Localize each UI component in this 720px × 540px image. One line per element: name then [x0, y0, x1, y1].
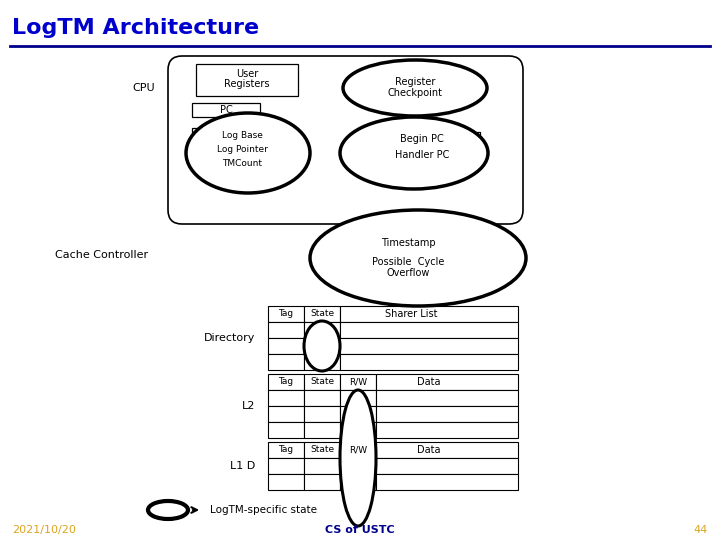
Bar: [268, 374, 304, 390]
Bar: [340, 442, 376, 458]
Text: Log Base: Log Base: [222, 131, 262, 139]
Bar: [340, 354, 518, 370]
Bar: [192, 128, 292, 142]
Bar: [268, 390, 304, 406]
FancyBboxPatch shape: [168, 56, 523, 224]
Text: State: State: [310, 309, 334, 319]
Text: State: State: [310, 446, 334, 455]
Text: Cache Controller: Cache Controller: [55, 250, 148, 260]
Ellipse shape: [186, 113, 310, 193]
Bar: [192, 103, 260, 117]
Bar: [304, 390, 340, 406]
Text: Data: Data: [418, 377, 441, 387]
Bar: [304, 322, 340, 338]
Bar: [304, 474, 340, 490]
Bar: [376, 390, 518, 406]
Text: Begin PC: Begin PC: [400, 134, 444, 144]
Bar: [268, 442, 304, 458]
Bar: [376, 422, 518, 438]
Bar: [340, 458, 376, 474]
Text: Register: Register: [395, 77, 435, 87]
Bar: [376, 458, 518, 474]
Ellipse shape: [343, 60, 487, 116]
Bar: [340, 306, 518, 322]
Text: L2: L2: [242, 401, 255, 411]
Bar: [304, 306, 340, 322]
Bar: [376, 374, 518, 390]
Bar: [364, 148, 480, 162]
Text: LogTM Architecture: LogTM Architecture: [12, 18, 259, 38]
Bar: [340, 322, 518, 338]
Bar: [340, 374, 376, 390]
Bar: [268, 322, 304, 338]
Text: Sharer List: Sharer List: [384, 309, 437, 319]
Bar: [268, 306, 304, 322]
Ellipse shape: [340, 390, 376, 526]
Ellipse shape: [148, 501, 188, 519]
Bar: [304, 374, 340, 390]
Bar: [340, 406, 376, 422]
Bar: [268, 354, 304, 370]
Text: R/W: R/W: [349, 446, 367, 455]
Bar: [268, 474, 304, 490]
Text: Data: Data: [418, 445, 441, 455]
Bar: [268, 338, 304, 354]
Ellipse shape: [340, 117, 488, 189]
Bar: [192, 156, 292, 170]
Text: Timestamp: Timestamp: [381, 238, 436, 248]
Bar: [304, 458, 340, 474]
Bar: [304, 338, 340, 354]
Text: Overflow: Overflow: [387, 268, 430, 278]
Text: 44: 44: [694, 525, 708, 535]
Text: Tag: Tag: [279, 377, 294, 387]
Bar: [304, 354, 340, 370]
Bar: [340, 338, 518, 354]
Text: L1 D: L1 D: [230, 461, 255, 471]
Bar: [358, 236, 458, 251]
Bar: [340, 422, 376, 438]
Text: R/W: R/W: [349, 377, 367, 387]
Bar: [196, 64, 298, 96]
Bar: [376, 406, 518, 422]
Bar: [268, 458, 304, 474]
Text: State: State: [310, 377, 334, 387]
Bar: [340, 390, 376, 406]
Bar: [304, 406, 340, 422]
Text: CS of USTC: CS of USTC: [325, 525, 395, 535]
Text: Registers: Registers: [224, 79, 270, 89]
Text: Possible  Cycle: Possible Cycle: [372, 257, 444, 267]
Bar: [506, 252, 518, 262]
Text: User: User: [236, 69, 258, 79]
Bar: [268, 422, 304, 438]
Text: Log Pointer: Log Pointer: [217, 145, 267, 153]
Bar: [340, 474, 376, 490]
Bar: [192, 142, 292, 156]
Ellipse shape: [304, 321, 340, 371]
Text: Tag: Tag: [279, 309, 294, 319]
Bar: [376, 442, 518, 458]
Text: 2021/10/20: 2021/10/20: [12, 525, 76, 535]
Bar: [506, 263, 518, 273]
Text: CPU: CPU: [132, 83, 155, 93]
Text: LogTM-specific state: LogTM-specific state: [210, 505, 317, 515]
Text: Tag: Tag: [279, 446, 294, 455]
Ellipse shape: [310, 210, 526, 306]
Text: Directory: Directory: [204, 333, 255, 343]
Bar: [304, 422, 340, 438]
Bar: [304, 442, 340, 458]
Text: Checkpoint: Checkpoint: [387, 88, 443, 98]
Text: PC: PC: [220, 105, 233, 115]
Text: Handler PC: Handler PC: [395, 150, 449, 160]
Text: TMCount: TMCount: [222, 159, 262, 167]
Bar: [364, 132, 480, 146]
Bar: [376, 474, 518, 490]
Bar: [268, 406, 304, 422]
